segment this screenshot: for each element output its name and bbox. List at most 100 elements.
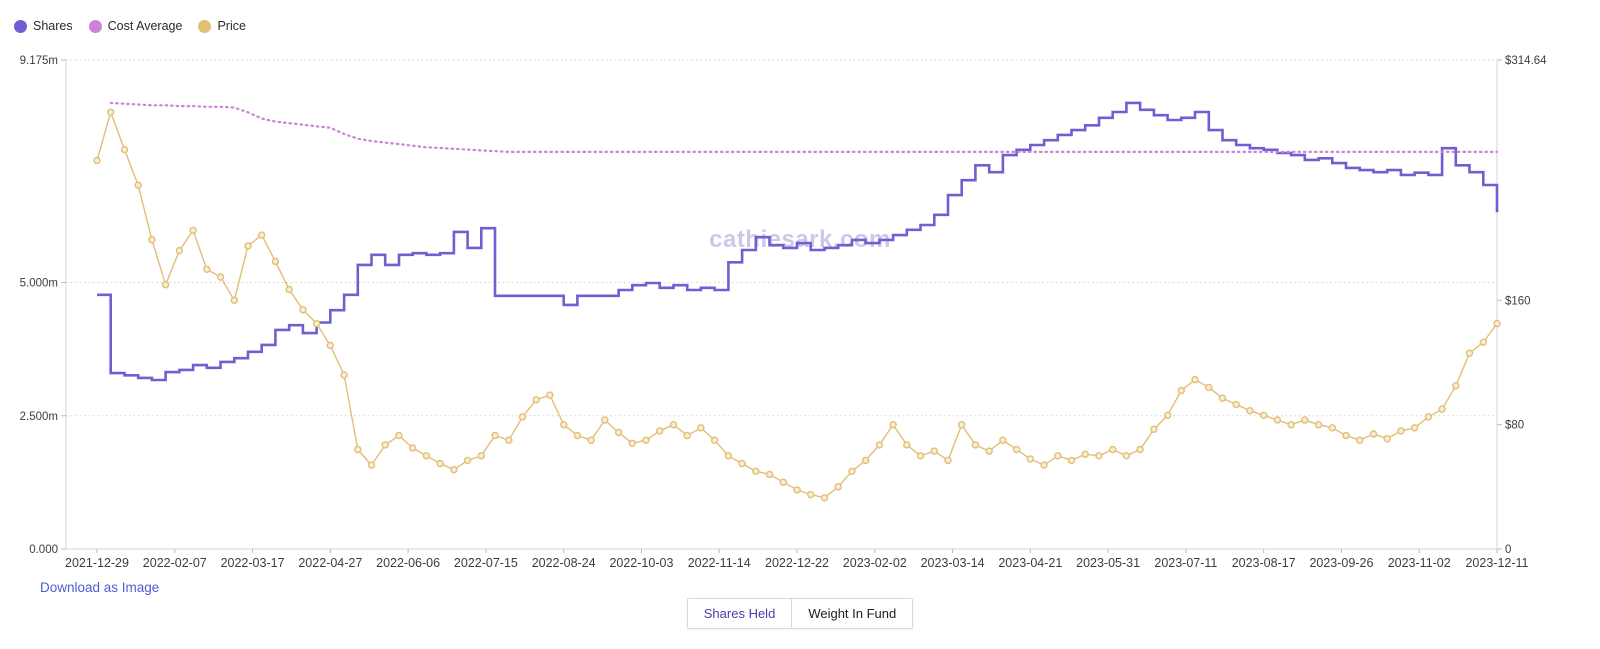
cost-average-line <box>109 101 1499 153</box>
price-marker <box>958 421 966 429</box>
right-axis-tick-label: $160 <box>1505 295 1531 307</box>
price-marker <box>216 273 225 281</box>
legend-dot-icon <box>198 19 212 33</box>
price-marker <box>1314 421 1323 429</box>
price-marker <box>848 467 856 475</box>
legend-dot-icon <box>14 19 27 33</box>
price-marker <box>573 431 582 440</box>
price-marker <box>1273 416 1282 424</box>
price-marker <box>601 416 609 424</box>
price-marker <box>1040 461 1048 469</box>
price-marker <box>1397 427 1405 435</box>
price-marker <box>1136 445 1144 454</box>
price-marker <box>134 181 142 190</box>
price-marker <box>244 242 252 250</box>
price-marker <box>367 461 376 469</box>
price-marker <box>505 436 513 444</box>
price-marker <box>1067 456 1076 465</box>
price-marker <box>656 427 664 435</box>
legend-item-shares[interactable]: Shares <box>14 19 73 33</box>
price-marker <box>1424 413 1433 421</box>
toggle-shares-held-button[interactable]: Shares Held <box>687 599 792 628</box>
price-marker <box>326 341 334 350</box>
price-marker <box>354 445 362 454</box>
price-marker <box>106 108 115 117</box>
legend-item-price[interactable]: Price <box>198 19 246 33</box>
price-marker <box>1205 383 1213 392</box>
chart-plot-area[interactable]: 9.175m5.000m2.500m0.000$314.64$160$80020… <box>0 0 1600 575</box>
price-marker <box>189 226 197 235</box>
left-axis-tick-label: 5.000m <box>20 278 58 290</box>
price-marker <box>120 145 129 154</box>
price-marker <box>1342 431 1350 440</box>
price-marker <box>161 281 170 289</box>
price-marker <box>1163 411 1172 419</box>
x-axis-tick-label: 2023-05-31 <box>1076 556 1140 570</box>
price-marker <box>861 456 870 465</box>
price-marker <box>1246 407 1254 415</box>
price-marker <box>1479 338 1488 346</box>
price-marker <box>1287 421 1295 429</box>
view-toggle-group: Shares Held Weight In Fund <box>686 598 914 629</box>
view-toggle-wrap: Shares Held Weight In Fund <box>0 598 1600 629</box>
x-axis-tick-label: 2022-04-27 <box>298 556 362 570</box>
right-axis-tick-label: $314.64 <box>1505 55 1547 67</box>
price-marker <box>628 439 636 447</box>
price-marker <box>285 285 293 294</box>
left-axis-tick-label: 2.500m <box>20 411 58 423</box>
price-marker <box>532 396 540 404</box>
price-marker <box>724 452 733 460</box>
price-marker <box>381 441 389 449</box>
price-marker <box>1259 411 1268 419</box>
price-marker <box>944 456 952 465</box>
price-marker <box>175 246 184 255</box>
x-axis-tick-label: 2023-08-17 <box>1232 556 1296 570</box>
price-marker <box>834 483 842 491</box>
price-marker <box>889 421 897 429</box>
x-axis-tick-label: 2023-04-21 <box>998 556 1062 570</box>
x-axis-tick-label: 2022-10-03 <box>609 556 673 570</box>
download-as-image-link[interactable]: Download as Image <box>40 580 160 595</box>
price-marker <box>463 456 472 465</box>
price-marker <box>409 444 417 452</box>
price-marker <box>793 486 801 494</box>
legend-item-cost-average[interactable]: Cost Average <box>88 19 183 33</box>
price-marker <box>312 319 321 328</box>
x-axis-tick-label: 2023-09-26 <box>1309 556 1373 570</box>
toggle-weight-in-fund-button[interactable]: Weight In Fund <box>791 599 913 628</box>
price-marker <box>765 470 774 479</box>
price-marker <box>1493 319 1501 328</box>
right-axis-tick-label: 0 <box>1505 544 1511 556</box>
price-marker <box>93 156 101 165</box>
price-marker <box>779 478 787 486</box>
price-marker <box>669 421 678 429</box>
x-axis-tick-label: 2021-12-29 <box>65 556 129 570</box>
price-marker <box>203 265 211 273</box>
legend-item-label: Shares <box>33 19 73 33</box>
price-marker <box>642 436 650 444</box>
legend-item-label: Price <box>217 19 246 33</box>
price-marker <box>587 436 595 444</box>
price-marker <box>395 431 403 440</box>
price-marker <box>916 452 925 460</box>
price-marker <box>1383 435 1391 443</box>
price-marker <box>230 296 239 304</box>
legend-dot-icon <box>88 19 102 33</box>
price-marker <box>1410 424 1419 432</box>
left-axis-tick-label: 0.000 <box>29 544 58 556</box>
legend-item-label: Cost Average <box>107 19 183 33</box>
x-axis-tick-label: 2022-06-06 <box>376 556 440 570</box>
price-marker <box>807 490 815 499</box>
price-marker <box>1054 452 1062 460</box>
price-marker <box>710 436 719 444</box>
x-axis-tick-label: 2022-08-24 <box>532 556 596 570</box>
price-marker <box>477 452 485 460</box>
x-axis-tick-label: 2023-07-11 <box>1154 556 1217 570</box>
price-marker <box>1150 425 1158 433</box>
price-marker <box>1026 455 1035 463</box>
price-marker <box>1177 386 1186 395</box>
price-marker <box>1218 394 1227 402</box>
price-marker <box>1108 445 1117 454</box>
price-marker <box>450 466 458 474</box>
price-marker <box>752 467 760 475</box>
